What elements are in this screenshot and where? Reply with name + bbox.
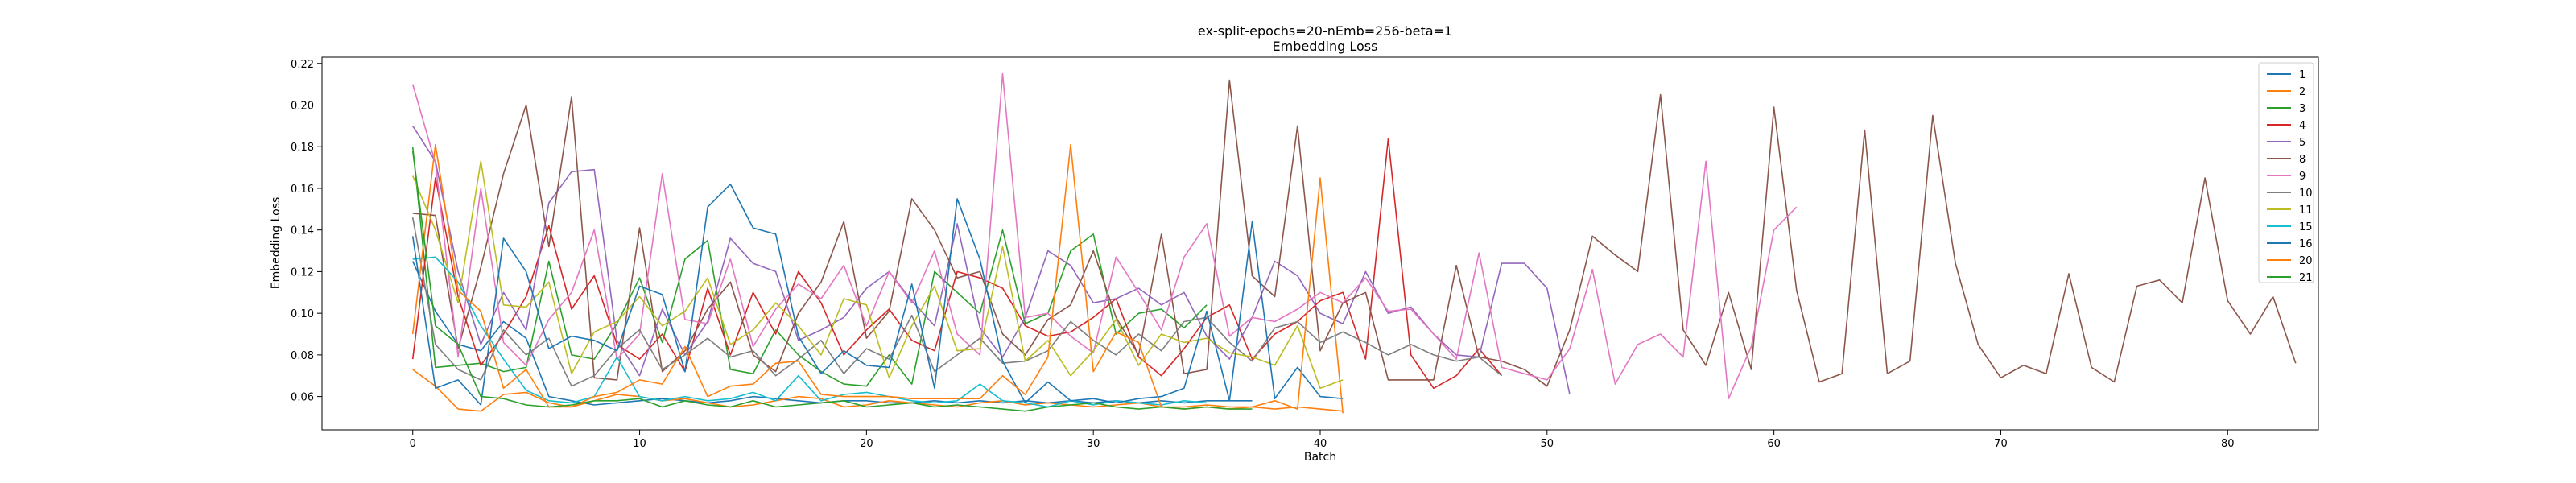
legend-label-9: 9 (2299, 171, 2306, 183)
chart-title-line-1: ex-split-epochs=20-nEmb=256-beta=1 (1198, 23, 1452, 39)
series-line-16 (411, 184, 1344, 406)
series-line-11 (411, 160, 1344, 390)
legend-label-10: 10 (2299, 188, 2313, 200)
legend-label-2: 2 (2299, 86, 2306, 98)
series-line-9 (411, 72, 1798, 400)
x-tick-label: 40 (1314, 438, 1327, 450)
y-axis-label: Embedding Loss (270, 197, 283, 290)
chart-title-line-2: Embedding Loss (1273, 39, 1378, 54)
legend: 1 2 3 4 5 8 9 10 11 15 16 20 21 (2258, 62, 2314, 284)
x-axis-label: Batch (1304, 451, 1336, 464)
legend-frame (2258, 62, 2314, 283)
x-tick-label: 30 (1087, 438, 1100, 450)
series-line-8 (412, 79, 2297, 387)
x-tick-label: 0 (410, 438, 416, 450)
y-axis-ticks: 0.06 0.08 0.10 0.12 0.14 0.16 0.18 0.20 0.22 (291, 59, 322, 404)
y-tick-label: 0.06 (291, 392, 314, 404)
series-line-15 (412, 256, 1208, 408)
legend-label-3: 3 (2299, 103, 2306, 115)
legend-label-21: 21 (2299, 272, 2313, 284)
x-tick-label: 50 (1541, 438, 1554, 450)
series-line-10 (411, 217, 1503, 387)
x-tick-label: 60 (1767, 438, 1781, 450)
series-line-3 (411, 147, 1208, 387)
series-line-21 (411, 151, 1253, 412)
series-line-5 (412, 125, 1571, 395)
legend-label-5: 5 (2299, 137, 2306, 149)
x-tick-label: 20 (860, 438, 873, 450)
x-axis-ticks: 0 10 20 30 40 50 60 70 80 (410, 430, 2235, 450)
legend-label-16: 16 (2299, 238, 2313, 250)
legend-label-15: 15 (2299, 221, 2313, 233)
y-tick-label: 0.10 (291, 308, 314, 320)
legend-items: 1 2 3 4 5 8 9 10 11 15 16 20 21 (2267, 69, 2313, 284)
legend-label-8: 8 (2299, 154, 2306, 166)
series-line-4 (411, 138, 1503, 390)
y-tick-label: 0.12 (291, 266, 314, 279)
y-tick-label: 0.08 (291, 350, 314, 362)
x-tick-label: 80 (2221, 438, 2235, 450)
series-layer (411, 72, 2297, 414)
y-tick-label: 0.18 (291, 142, 314, 154)
y-tick-label: 0.20 (291, 100, 314, 112)
legend-label-11: 11 (2299, 204, 2313, 217)
legend-label-20: 20 (2299, 255, 2313, 267)
y-tick-label: 0.16 (291, 184, 314, 196)
y-tick-label: 0.14 (291, 225, 314, 237)
legend-label-4: 4 (2299, 120, 2306, 132)
x-tick-label: 10 (633, 438, 646, 450)
legend-label-1: 1 (2299, 69, 2306, 81)
y-tick-label: 0.22 (291, 59, 314, 71)
series-line-20 (411, 143, 1344, 414)
x-tick-label: 70 (1994, 438, 2008, 450)
